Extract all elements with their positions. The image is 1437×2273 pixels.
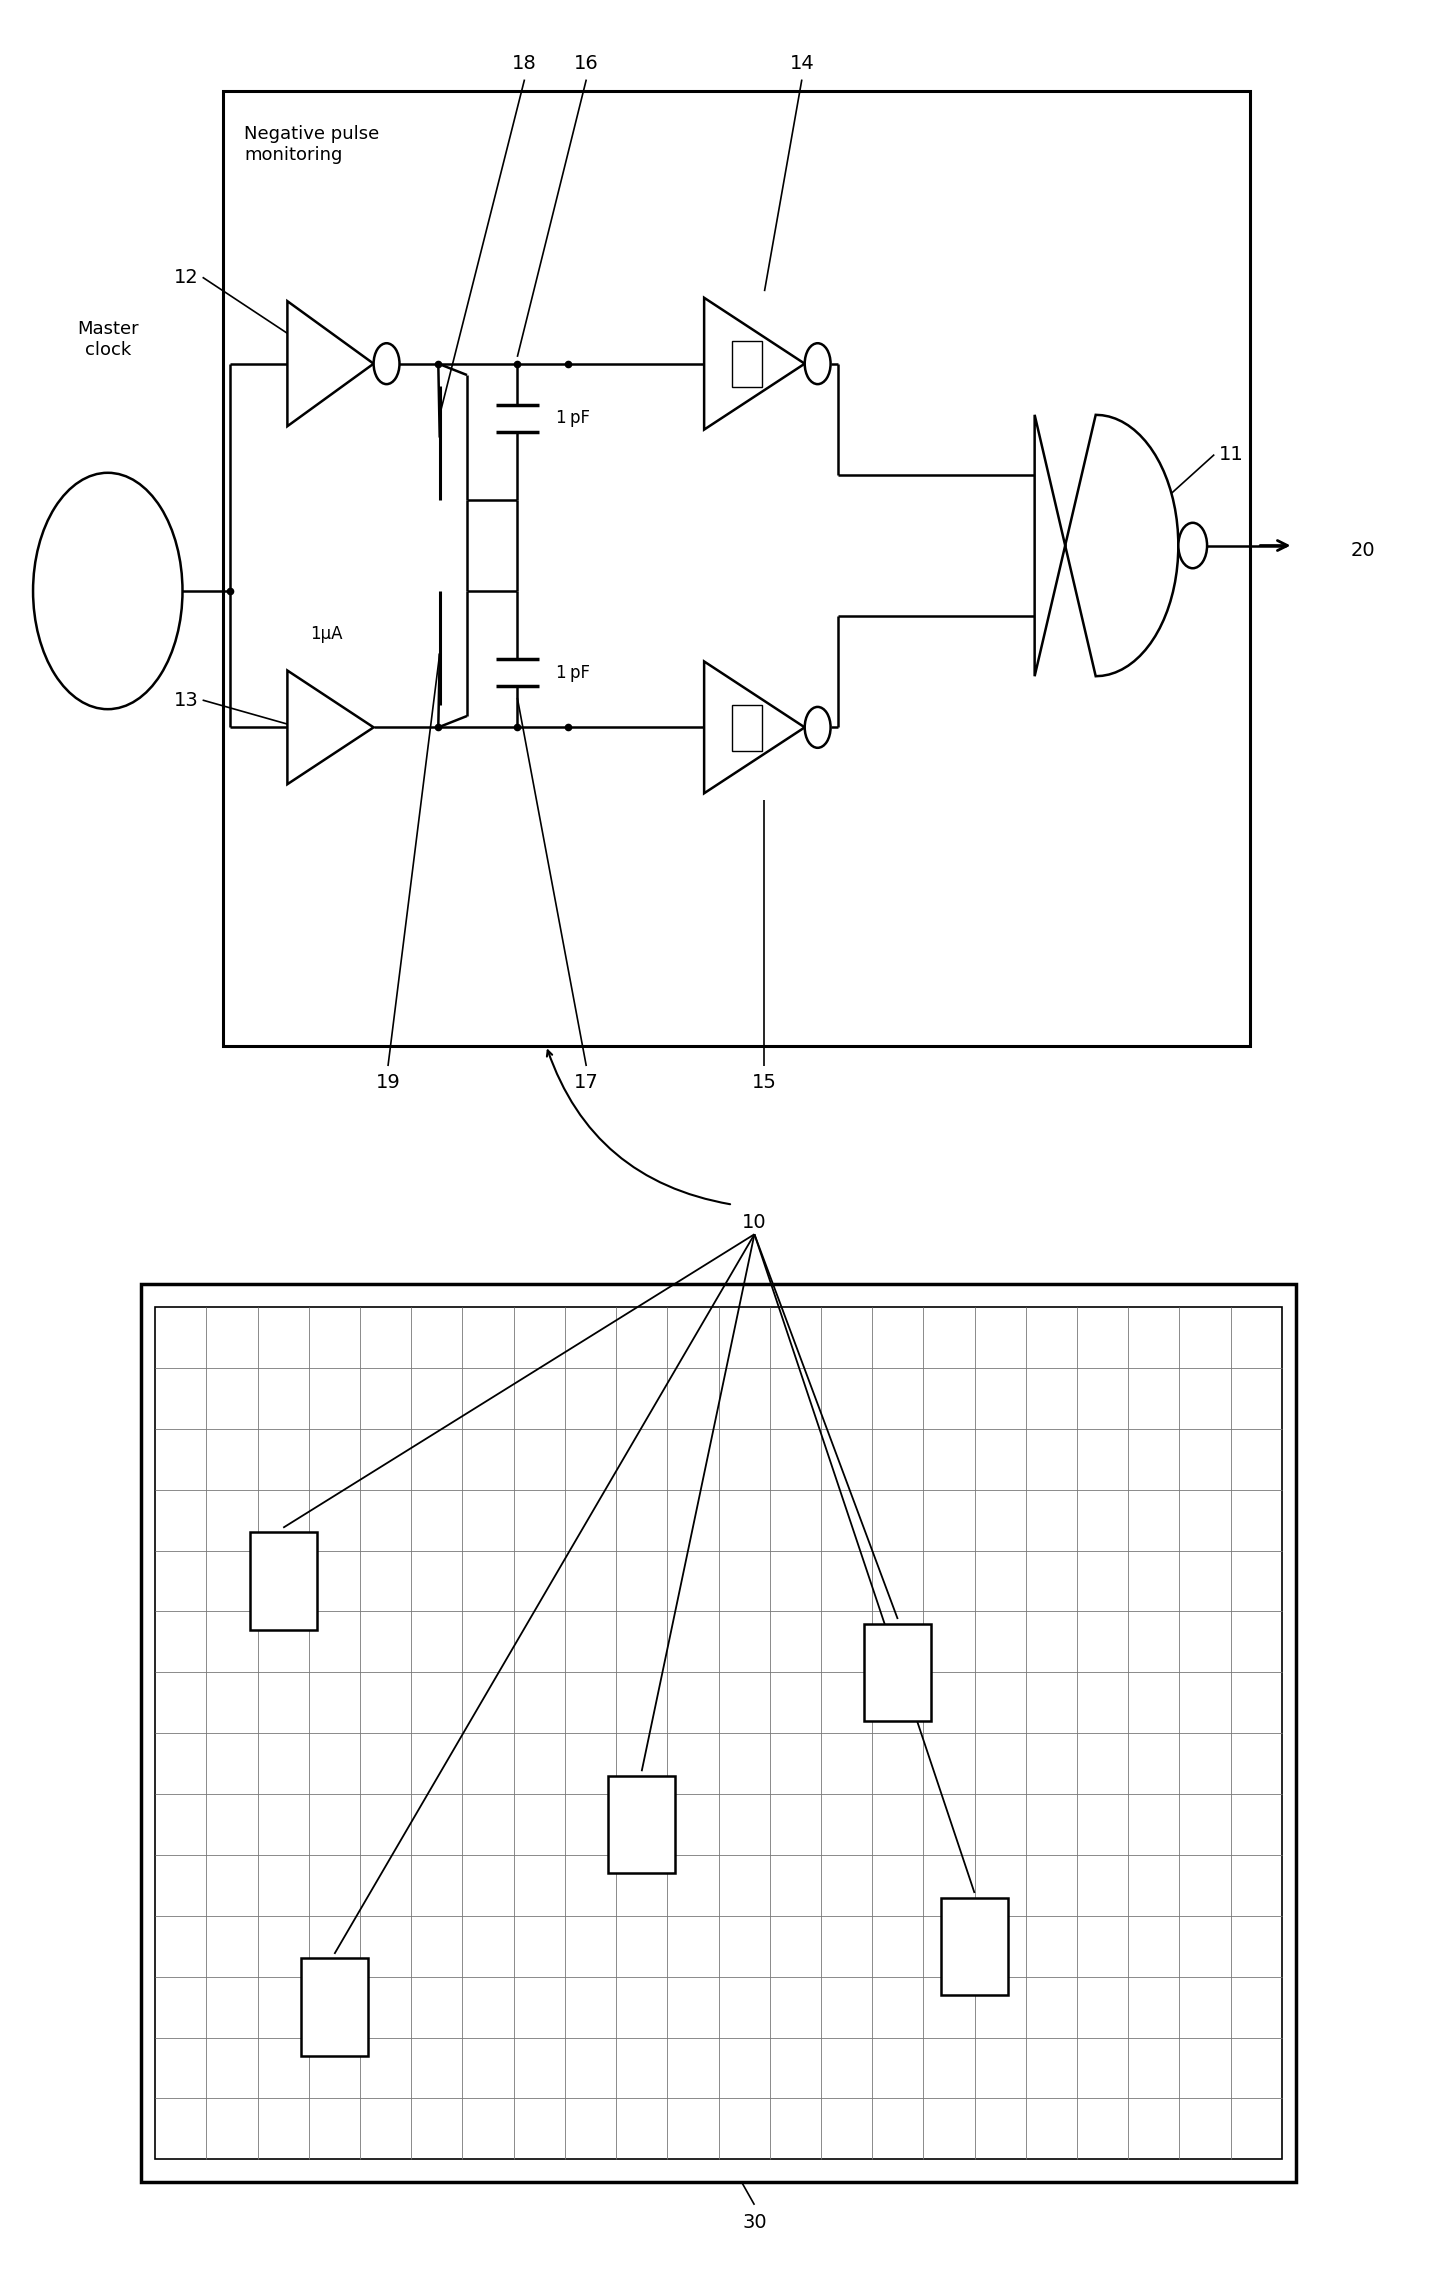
Polygon shape	[704, 298, 805, 430]
Bar	[608, 1775, 675, 1873]
Text: 30: 30	[741, 2214, 767, 2232]
Polygon shape	[704, 661, 805, 793]
Circle shape	[33, 473, 182, 709]
Polygon shape	[1035, 414, 1178, 677]
Text: 1μA: 1μA	[310, 625, 342, 643]
Text: 20: 20	[1351, 541, 1375, 559]
Text: 18: 18	[512, 55, 537, 73]
Polygon shape	[287, 671, 374, 784]
Text: 14: 14	[789, 55, 815, 73]
Bar	[941, 1898, 1007, 1996]
Bar	[733, 705, 763, 750]
Text: 13: 13	[174, 691, 198, 709]
Text: 10: 10	[741, 1214, 767, 1232]
Circle shape	[805, 707, 831, 748]
Circle shape	[805, 343, 831, 384]
Text: 1 pF: 1 pF	[556, 409, 591, 427]
Text: 12: 12	[174, 268, 198, 286]
Text: Master
clock: Master clock	[78, 320, 138, 359]
Text: 11: 11	[1219, 446, 1243, 464]
Text: 16: 16	[573, 55, 599, 73]
Bar	[223, 91, 1250, 1046]
Bar	[865, 1623, 931, 1721]
Text: Negative pulse
monitoring: Negative pulse monitoring	[244, 125, 379, 164]
Bar	[302, 1959, 368, 2055]
Bar	[155, 1307, 1282, 2159]
Text: 15: 15	[752, 1073, 777, 1091]
Text: 1 pF: 1 pF	[556, 664, 591, 682]
Circle shape	[1178, 523, 1207, 568]
Bar	[733, 341, 763, 386]
Bar	[250, 1532, 316, 1630]
Circle shape	[374, 343, 399, 384]
Polygon shape	[287, 302, 374, 427]
Text: 19: 19	[375, 1073, 401, 1091]
Text: 17: 17	[573, 1073, 599, 1091]
Bar	[141, 1284, 1296, 2182]
